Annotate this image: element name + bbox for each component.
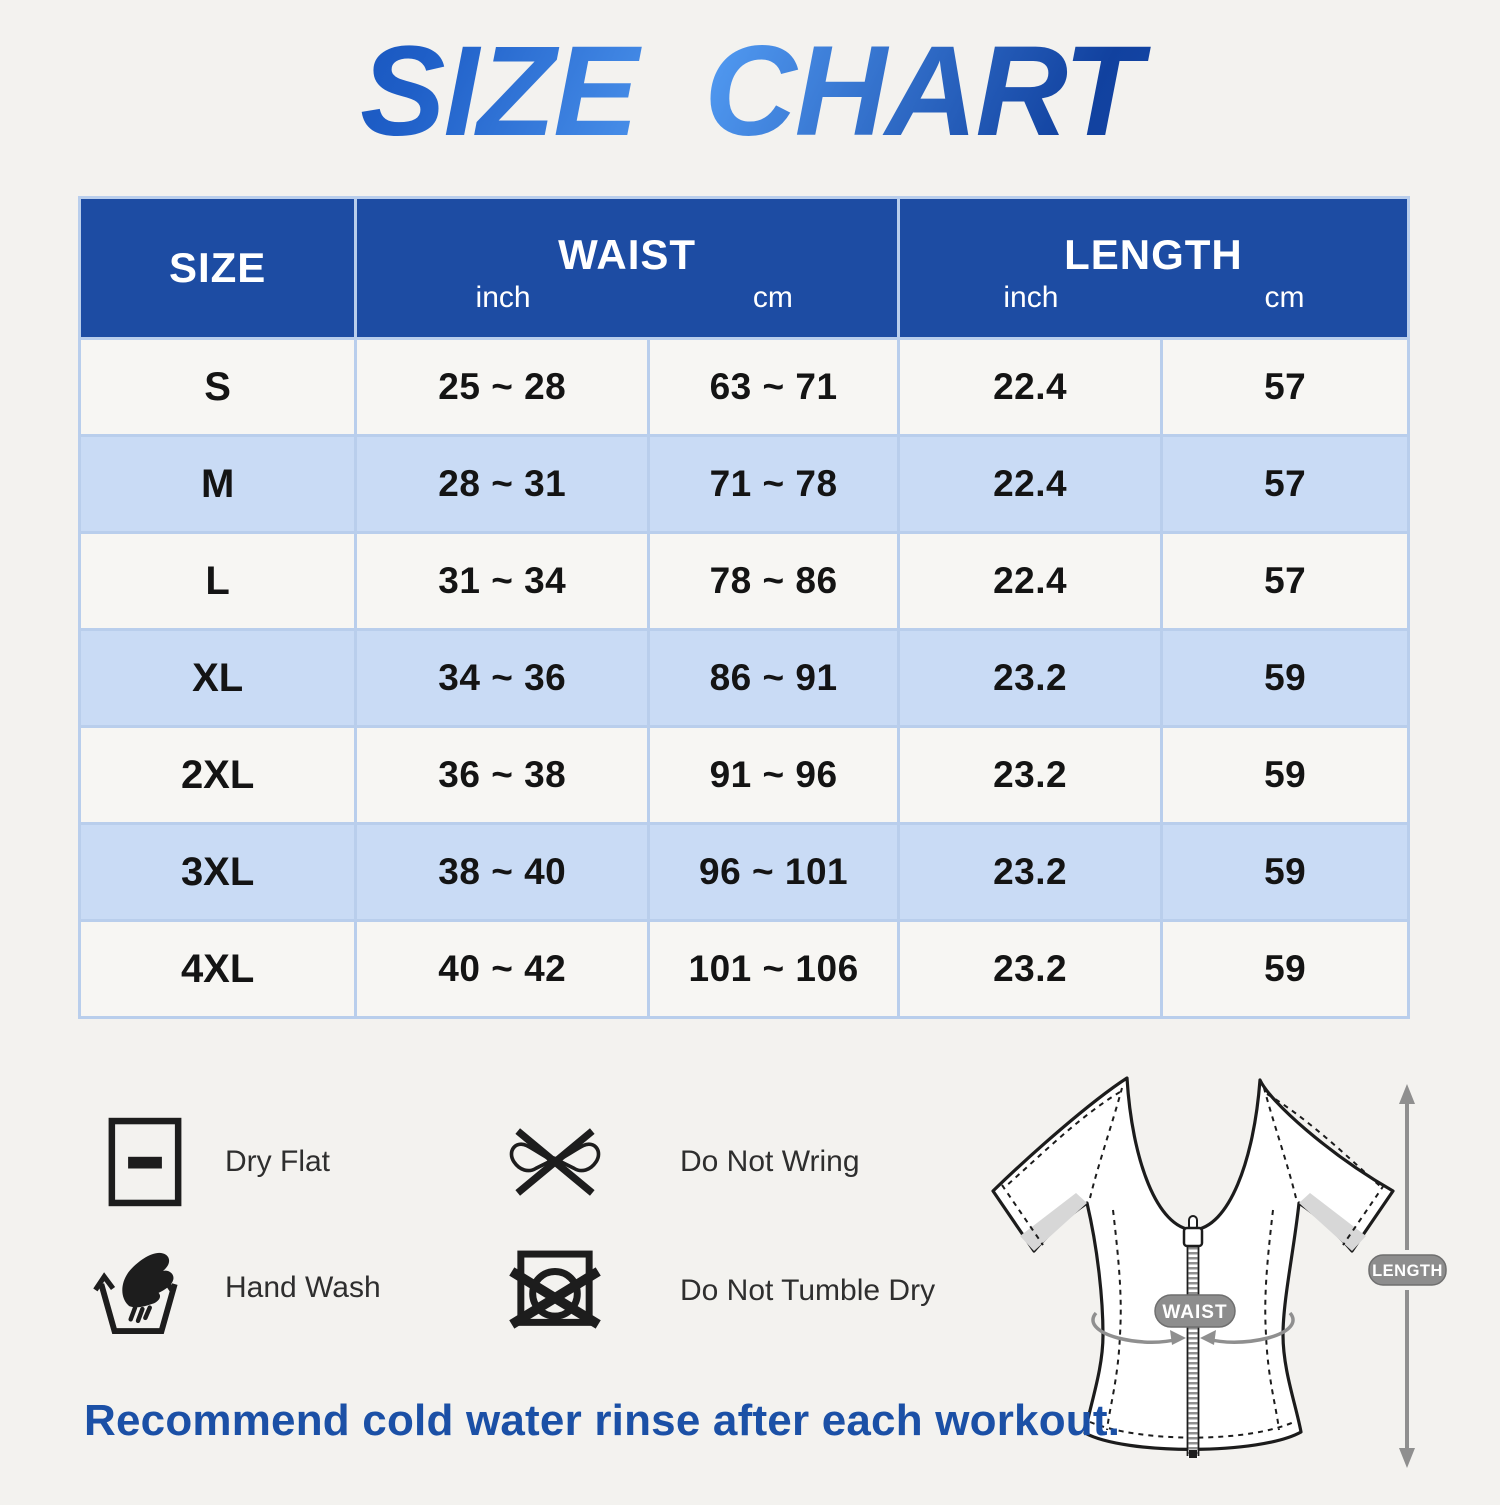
care-label: Do Not Wring [680, 1145, 860, 1178]
length-inch-cell: 23.2 [899, 728, 1161, 822]
page-title: SIZE CHART [0, 21, 1500, 163]
size-cell: S [81, 340, 355, 434]
waist-cm-cell: 78 ~ 86 [650, 534, 897, 628]
length-inch-cell: 23.2 [899, 922, 1161, 1016]
garment-diagram: WAIST LENGTH [960, 1070, 1460, 1500]
length-cm-cell: 57 [1163, 340, 1407, 434]
waist-inch-label: inch [475, 281, 531, 314]
length-inch-cell: 22.4 [899, 534, 1161, 628]
waist-cm-cell: 71 ~ 78 [650, 437, 897, 531]
dry-flat-icon [95, 1115, 195, 1209]
size-cell: 3XL [81, 825, 355, 919]
waist-header-label: WAIST [558, 231, 697, 278]
waist-cm-label: cm [752, 281, 793, 314]
length-cm-cell: 59 [1163, 922, 1407, 1016]
waist-inch-cell: 31 ~ 34 [357, 534, 648, 628]
footer-note: Recommend cold water rinse after each wo… [84, 1396, 1121, 1445]
length-header-label: LENGTH [1064, 231, 1243, 278]
length-cm-label: cm [1264, 281, 1305, 314]
length-inch-cell: 23.2 [899, 631, 1161, 725]
size-cell: 2XL [81, 728, 355, 822]
length-cm-cell: 59 [1163, 825, 1407, 919]
waist-inch-cell: 38 ~ 40 [357, 825, 648, 919]
length-cm-cell: 59 [1163, 728, 1407, 822]
waist-inch-cell: 36 ~ 38 [357, 728, 648, 822]
column-header-size: SIZE [81, 199, 355, 337]
waist-cm-cell: 101 ~ 106 [650, 922, 897, 1016]
length-cm-cell: 59 [1163, 631, 1407, 725]
size-cell: M [81, 437, 355, 531]
waist-inch-cell: 25 ~ 28 [357, 340, 648, 434]
care-label: Hand Wash [225, 1271, 381, 1304]
length-inch-label: inch [1003, 281, 1059, 314]
waist-cm-cell: 96 ~ 101 [650, 825, 897, 919]
waist-inch-cell: 40 ~ 42 [357, 922, 648, 1016]
length-cm-cell: 57 [1163, 437, 1407, 531]
waist-measure-badge: WAIST [1162, 1302, 1227, 1323]
do-not-tumble-dry-icon [505, 1242, 605, 1340]
length-inch-cell: 22.4 [899, 437, 1161, 531]
column-header-waist: WAIST inch cm [357, 199, 897, 337]
column-header-length: LENGTH inch cm [899, 199, 1407, 337]
length-inch-cell: 22.4 [899, 340, 1161, 434]
waist-inch-cell: 34 ~ 36 [357, 631, 648, 725]
size-table: SIZE WAIST inch cm LENGTH inch cm S 25 ~… [78, 196, 1410, 1019]
waist-cm-cell: 91 ~ 96 [650, 728, 897, 822]
care-label: Do Not Tumble Dry [680, 1274, 936, 1307]
care-item-hand-wash: Hand Wash [88, 1238, 381, 1338]
care-item-do-not-tumble-dry: Do Not Tumble Dry [505, 1238, 935, 1344]
waist-inch-cell: 28 ~ 31 [357, 437, 648, 531]
size-cell: L [81, 534, 355, 628]
size-cell: 4XL [81, 922, 355, 1016]
size-cell: XL [81, 631, 355, 725]
hand-wash-icon [88, 1240, 188, 1337]
length-inch-cell: 23.2 [899, 825, 1161, 919]
length-cm-cell: 57 [1163, 534, 1407, 628]
waist-cm-cell: 63 ~ 71 [650, 340, 897, 434]
length-measure-badge: LENGTH [1372, 1262, 1443, 1280]
care-item-dry-flat: Dry Flat [95, 1112, 330, 1212]
care-label: Dry Flat [225, 1145, 330, 1178]
do-not-wring-icon [505, 1119, 605, 1205]
care-item-do-not-wring: Do Not Wring [505, 1112, 860, 1212]
waist-cm-cell: 86 ~ 91 [650, 631, 897, 725]
